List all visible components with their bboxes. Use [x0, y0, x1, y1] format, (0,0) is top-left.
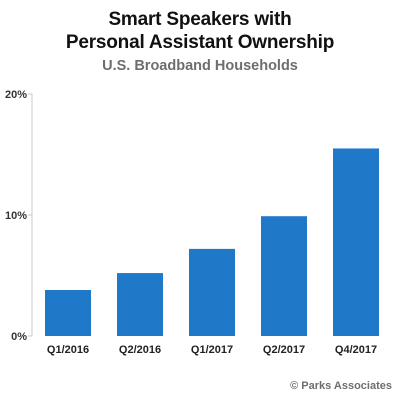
- x-tick-label: Q4/2017: [335, 344, 377, 356]
- copyright-footer: © Parks Associates: [290, 380, 392, 392]
- x-tick-label: Q1/2016: [47, 344, 89, 356]
- bar: [333, 148, 379, 336]
- x-tick-label: Q2/2016: [119, 344, 161, 356]
- y-tick-label: 0%: [11, 331, 27, 343]
- y-tick-label: 10%: [5, 210, 27, 222]
- bar: [117, 273, 163, 336]
- y-tick-label: 20%: [5, 89, 27, 101]
- chart-title-line-1: Smart Speakers with: [108, 9, 292, 30]
- bar: [261, 216, 307, 336]
- chart-title-line-2: Personal Assistant Ownership: [65, 32, 335, 53]
- chart-subtitle: U.S. Broadband Households: [102, 58, 298, 74]
- chart-title: Smart Speakers with Personal Assistant O…: [0, 8, 400, 54]
- bar: [45, 290, 91, 336]
- x-tick-label: Q2/2017: [263, 344, 305, 356]
- x-tick-label: Q1/2017: [191, 344, 233, 356]
- bar: [189, 248, 235, 336]
